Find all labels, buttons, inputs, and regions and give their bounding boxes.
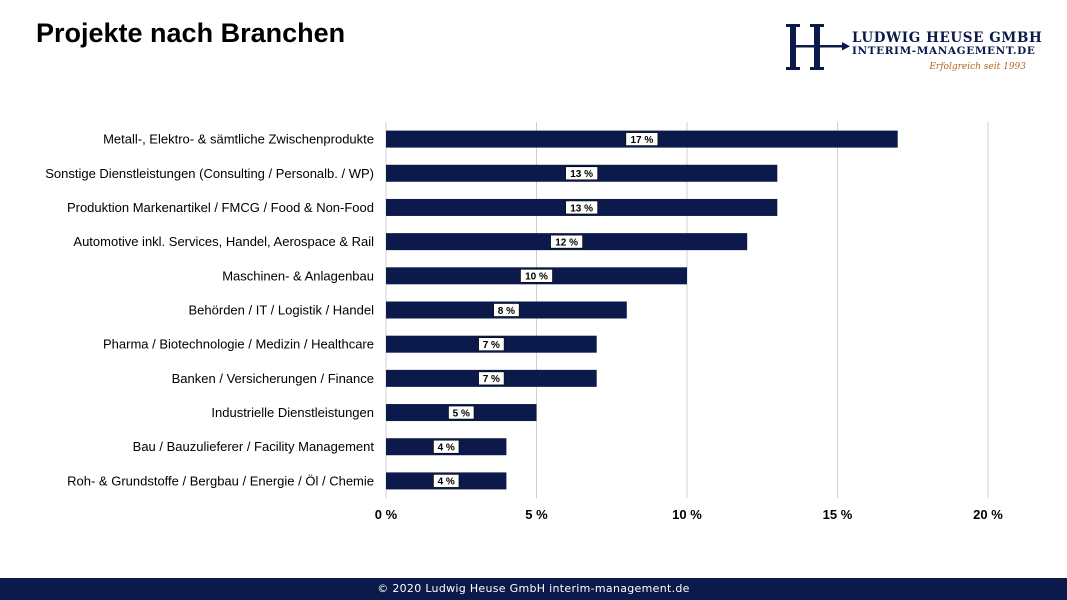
data-label: 5 % — [453, 408, 470, 419]
data-label: 8 % — [498, 306, 515, 317]
data-label-box — [448, 405, 475, 420]
x-tick-label: 5 % — [525, 507, 548, 522]
data-label-box — [478, 337, 505, 351]
data-label-box — [433, 439, 460, 454]
data-label: 7 % — [483, 374, 500, 385]
category-label: Maschinen- & Anlagenbau — [222, 268, 374, 283]
footer: © 2020 Ludwig Heuse GmbH interim-managem… — [0, 578, 1067, 600]
data-label: 13 % — [570, 169, 593, 180]
data-label: 4 % — [438, 477, 455, 488]
data-label: 7 % — [483, 340, 500, 351]
data-label: 10 % — [525, 272, 548, 283]
x-tick-label: 10 % — [672, 507, 702, 522]
data-label-box — [625, 132, 659, 146]
x-tick-label: 20 % — [973, 507, 1003, 522]
category-label: Produktion Markenartikel / FMCG / Food &… — [67, 200, 374, 215]
category-label: Roh- & Grundstoffe / Bergbau / Energie /… — [67, 473, 374, 488]
category-label: Behörden / IT / Logistik / Handel — [189, 303, 375, 318]
category-label: Metall-, Elektro- & sämtliche Zwischenpr… — [103, 132, 374, 147]
data-label: 12 % — [555, 237, 578, 248]
data-label: 17 % — [630, 135, 653, 146]
page-title: Projekte nach Branchen — [36, 18, 346, 48]
x-tick-label: 0 % — [375, 507, 398, 522]
category-label: Automotive inkl. Services, Handel, Aeros… — [73, 234, 374, 249]
bar-chart: 0 % 5 % 10 % 15 % 20 % Metall-, Elektro- & sä… — [45, 122, 1003, 522]
data-label: 4 % — [438, 443, 455, 454]
data-label-box — [433, 474, 460, 488]
logo-tagline: Erfolgreich seit 1993 — [929, 62, 1026, 72]
data-label-box — [520, 269, 553, 283]
data-label-box — [493, 303, 520, 317]
data-label-box — [478, 371, 505, 386]
heuse-monogram-icon — [786, 24, 850, 70]
category-label: Industrielle Dienstleistungen — [211, 405, 374, 420]
category-label: Sonstige Dienstleistungen (Consulting / … — [45, 166, 374, 181]
logo-company-name: LUDWIG HEUSE GMBH — [852, 30, 1043, 46]
category-label: Bau / Bauzulieferer / Facility Managemen… — [133, 439, 375, 454]
data-label-box — [565, 200, 598, 215]
logo-website: INTERIM-MANAGEMENT.DE — [852, 45, 1036, 57]
data-label-box — [565, 166, 598, 181]
category-label: Pharma / Biotechnologie / Medizin / Heal… — [103, 337, 374, 352]
data-label-box — [550, 234, 583, 249]
category-label: Banken / Versicherungen / Finance — [172, 371, 374, 386]
company-logo: LUDWIG HEUSE GMBH INTERIM-MANAGEMENT.DE … — [784, 20, 1042, 76]
data-label: 13 % — [570, 203, 593, 214]
x-tick-label: 15 % — [823, 507, 853, 522]
